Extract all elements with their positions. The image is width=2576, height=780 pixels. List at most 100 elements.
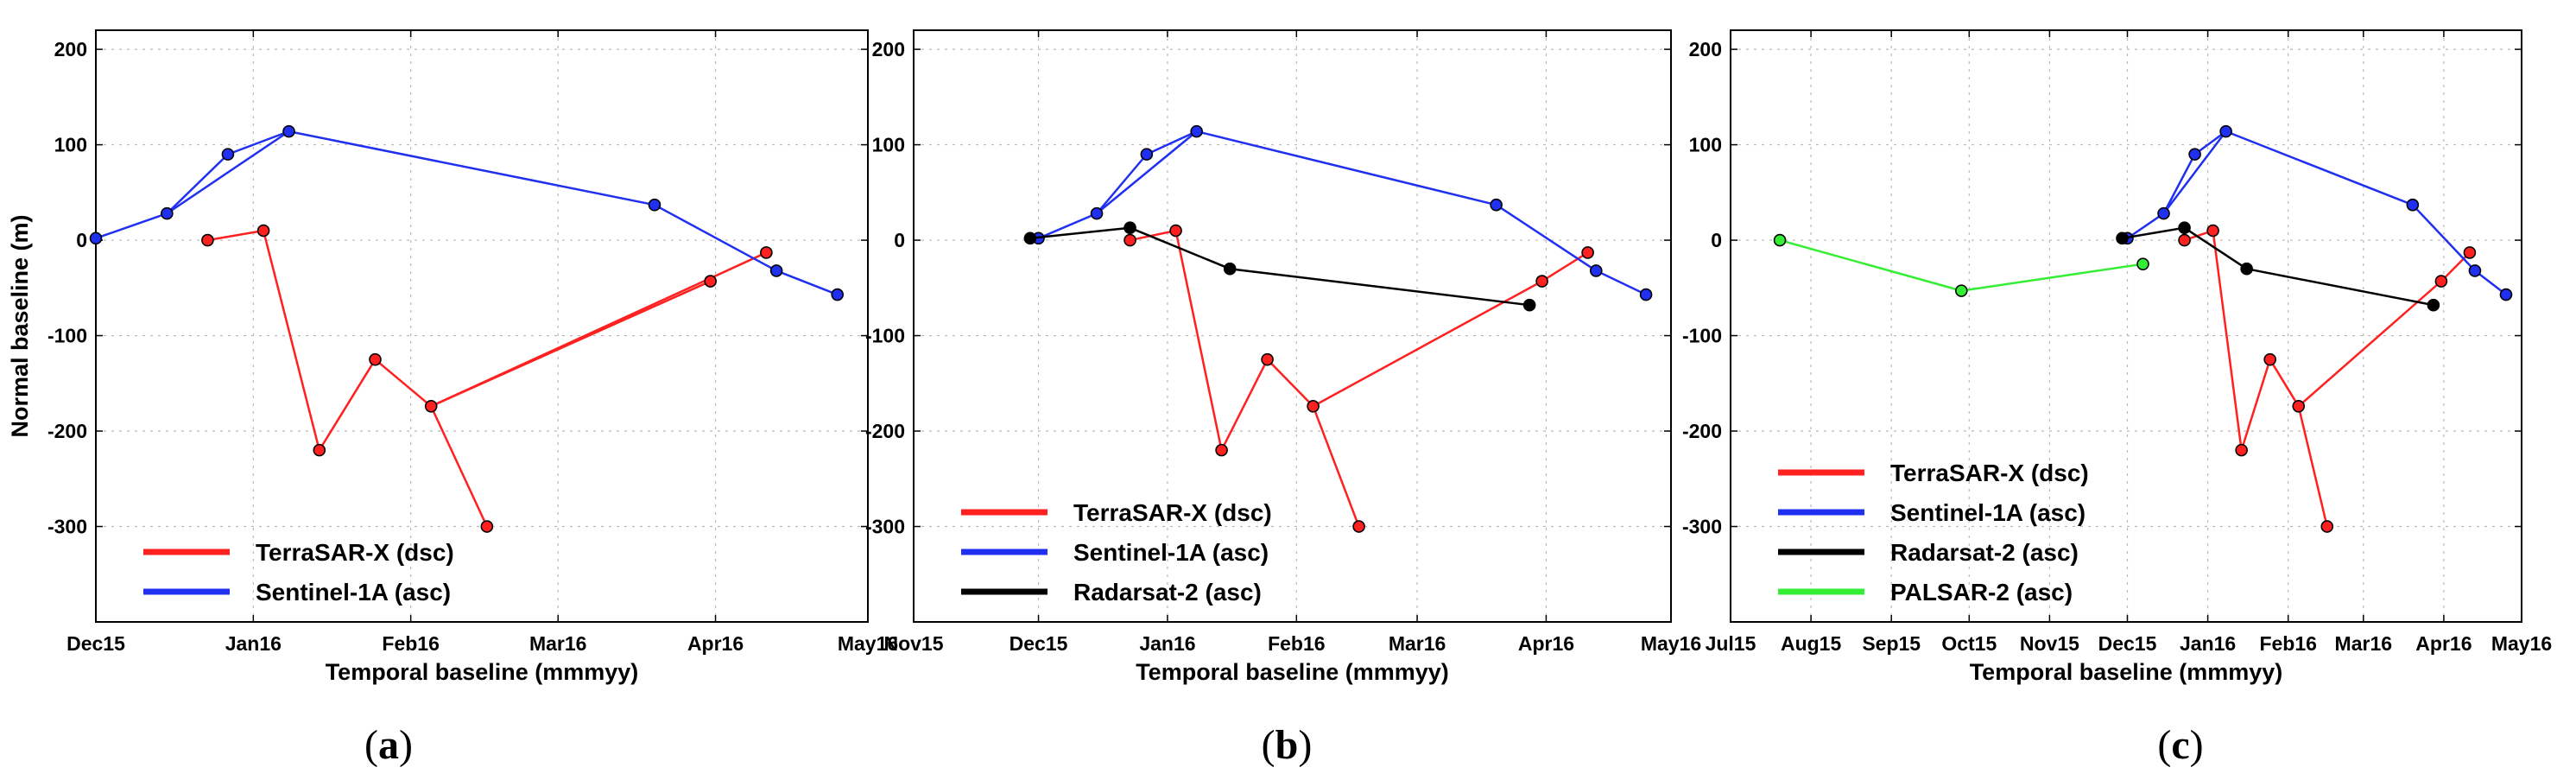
x-tick-label: Jan16 (1139, 632, 1195, 655)
x-tick-label: Nov15 (2020, 632, 2079, 655)
data-point (1023, 231, 1037, 245)
y-tick-label: -100 (47, 325, 87, 347)
data-point (1123, 233, 1136, 247)
data-point (2427, 298, 2440, 312)
data-point (369, 352, 382, 366)
data-point (2263, 352, 2276, 366)
data-point (2463, 246, 2477, 259)
series-line-segment (775, 270, 839, 296)
series-line-segment (1230, 267, 1530, 307)
data-point (1307, 400, 1320, 413)
y-tick-label: -200 (47, 420, 87, 442)
data-point (2235, 443, 2248, 457)
series-line-segment (430, 405, 489, 528)
data-point (313, 443, 326, 457)
data-point (1589, 264, 1603, 277)
x-tick-label: May16 (1641, 632, 1701, 655)
x-tick-label: Dec15 (66, 632, 125, 655)
x-tick-label: Feb16 (2259, 632, 2316, 655)
data-point (424, 400, 438, 413)
y-tick-label: 200 (54, 38, 87, 60)
data-point (282, 124, 295, 138)
x-tick-label: Aug15 (1781, 632, 1842, 655)
data-point (760, 246, 773, 259)
y-tick-label: -200 (1682, 420, 1722, 442)
x-tick-label: Jan16 (2180, 632, 2236, 655)
data-point (1190, 124, 1203, 138)
x-tick-label: Dec15 (2098, 632, 2157, 655)
series-line-segment (1096, 130, 1198, 215)
y-tick-label: -300 (865, 516, 905, 538)
y-tick-label: -200 (865, 420, 905, 442)
chart-panel-a: 200 100 0 -100 -200 -300 Dec15 Jan16 Feb16 Mar16 A… (7, 29, 898, 768)
data-point (256, 224, 270, 238)
plot-frame (95, 29, 869, 623)
data-point (1140, 148, 1154, 161)
series-line-segment (2297, 406, 2328, 527)
data-point (1954, 284, 1968, 297)
series-line-segment (1029, 226, 1130, 240)
series-line-segment (1312, 405, 1360, 527)
data-point (2468, 264, 2482, 277)
series-2 (2116, 221, 2440, 312)
series-line-segment (166, 130, 290, 215)
y-tick-label: -100 (1682, 325, 1722, 347)
series-line-segment (2162, 154, 2196, 214)
series-line-segment (1130, 226, 1231, 270)
data-point (1490, 198, 1503, 212)
series-line-segment (1961, 263, 2143, 292)
data-point (480, 520, 494, 533)
x-tick-label: May16 (838, 632, 898, 655)
data-point (1090, 206, 1104, 220)
series-line-segment (1541, 251, 1589, 282)
series-line-segment (2162, 130, 2227, 214)
series-line-segment (2269, 358, 2300, 407)
chart-panel-b: 200 100 0 -100 -200 -300 Nov15 Dec15 Jan16 Feb16 M… (865, 29, 1701, 768)
data-point (2406, 198, 2420, 212)
x-tick-label: Feb16 (1268, 632, 1325, 655)
data-point (2178, 233, 2191, 247)
series-0 (201, 224, 773, 533)
x-axis-title: Temporal baseline (mmmyy) (1970, 659, 2283, 685)
series-line-segment (1266, 358, 1314, 408)
series-line-segment (2122, 226, 2185, 240)
data-point (1123, 221, 1136, 235)
legend-label: TerraSAR-X (dsc) (256, 539, 454, 566)
data-point (1261, 352, 1274, 366)
y-tick-label: 100 (1689, 134, 1722, 156)
series-3 (1773, 233, 2149, 297)
series-line-segment (1096, 153, 1148, 214)
series-0 (2178, 224, 2477, 533)
x-tick-label: Oct15 (1941, 632, 1997, 655)
series-line-segment (262, 230, 321, 451)
data-point (2434, 275, 2448, 288)
x-tick-label: Mar16 (2335, 632, 2392, 655)
x-tick-label: Jul15 (1706, 632, 1756, 655)
series-line-segment (2411, 204, 2476, 272)
series-2 (1023, 221, 1536, 312)
series-line-segment (654, 204, 777, 272)
series-line-segment (2183, 226, 2248, 270)
data-point (2206, 224, 2219, 238)
data-point (221, 148, 235, 161)
series-line-segment (2225, 130, 2414, 206)
data-point (2320, 520, 2334, 533)
series-line-segment (1779, 238, 1962, 292)
chart-panel-c: 200 100 0 -100 -200 -300 Jul15 Aug15 Sep15 Oct15 N… (1682, 29, 2552, 768)
legend-label: PALSAR-2 (asc) (1890, 579, 2073, 606)
series-line-segment (2193, 130, 2227, 155)
series-line-segment (1220, 358, 1269, 451)
x-tick-label: Mar16 (1389, 632, 1446, 655)
y-tick-label: -300 (47, 516, 87, 538)
data-point (161, 206, 174, 220)
data-point (1352, 520, 1365, 533)
data-point (1639, 288, 1653, 301)
series-line-segment (1495, 204, 1597, 272)
series-line-segment (166, 153, 229, 215)
series-line-segment (2297, 280, 2442, 408)
series-line-segment (95, 212, 168, 240)
series-line-segment (1130, 229, 1176, 242)
series-line-segment (1038, 212, 1098, 240)
legend-label: TerraSAR-X (dsc) (1890, 460, 2089, 486)
data-point (2136, 257, 2149, 270)
